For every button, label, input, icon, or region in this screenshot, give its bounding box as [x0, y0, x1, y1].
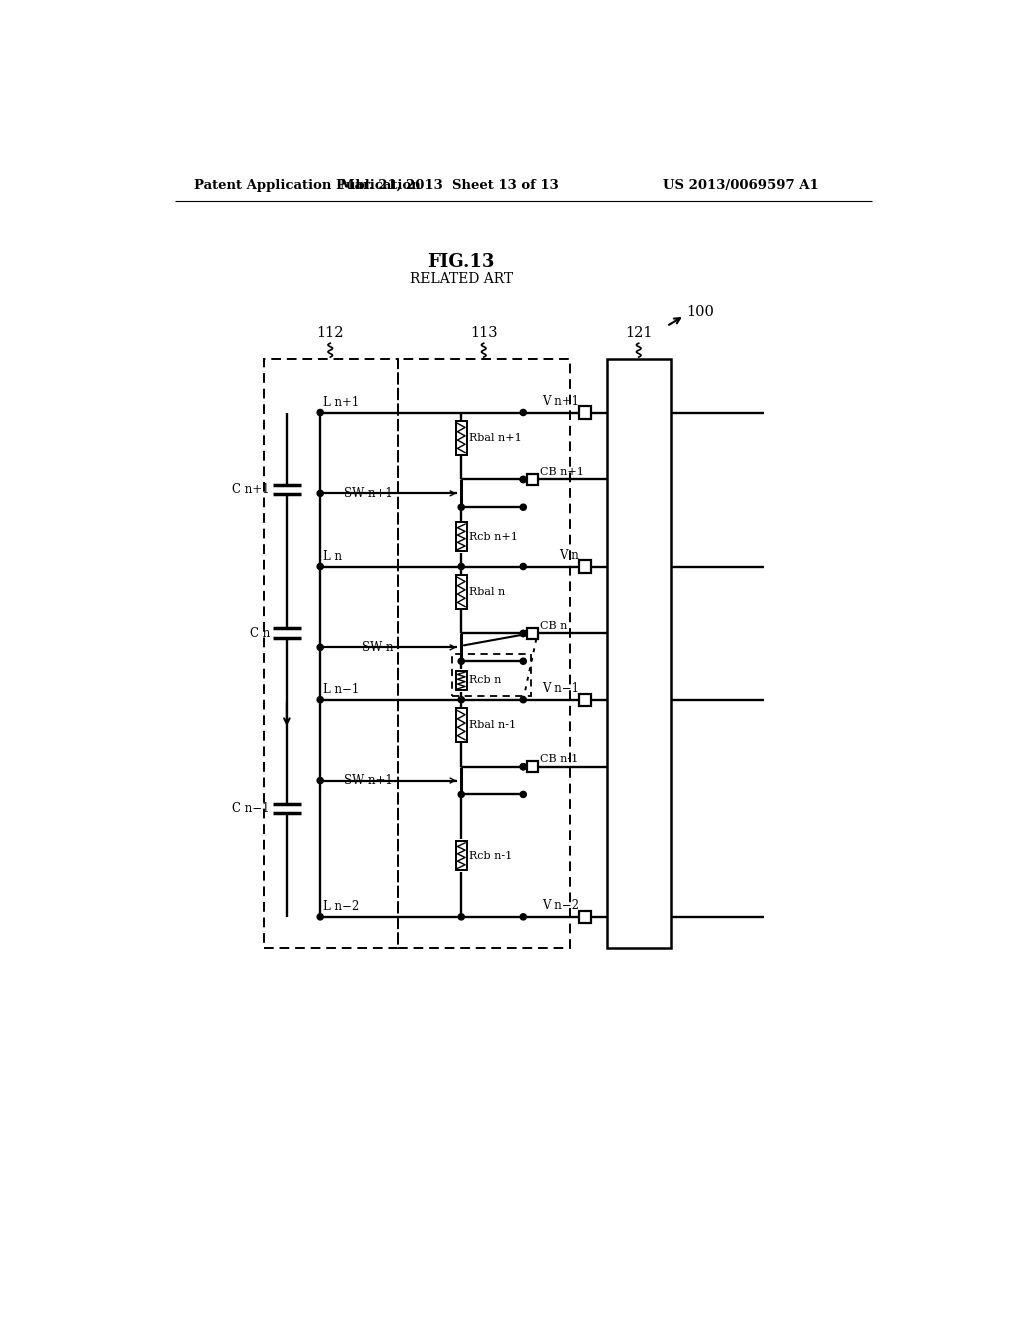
Text: V n−2: V n−2 — [542, 899, 579, 912]
Bar — [527, 474, 538, 484]
Circle shape — [520, 631, 526, 636]
Circle shape — [520, 409, 526, 416]
Bar — [456, 576, 467, 609]
Circle shape — [458, 504, 464, 511]
Bar — [456, 671, 467, 690]
Bar — [397, 359, 569, 948]
Circle shape — [520, 504, 526, 511]
Bar — [456, 523, 467, 552]
Bar — [579, 693, 592, 706]
Circle shape — [317, 409, 324, 416]
Text: Patent Application Publication: Patent Application Publication — [194, 178, 421, 191]
Circle shape — [317, 490, 324, 496]
Text: C n+1: C n+1 — [232, 483, 270, 496]
Text: Rbal n-1: Rbal n-1 — [469, 721, 516, 730]
Text: 113: 113 — [470, 326, 498, 341]
Text: L n: L n — [324, 549, 342, 562]
Circle shape — [317, 644, 324, 651]
Bar — [527, 762, 538, 772]
Text: SW n+1: SW n+1 — [344, 774, 393, 787]
Circle shape — [520, 564, 526, 570]
Text: 121: 121 — [625, 326, 652, 341]
Text: Rbal n+1: Rbal n+1 — [469, 433, 522, 444]
Text: CB n: CB n — [541, 622, 567, 631]
Text: CB n+1: CB n+1 — [541, 467, 584, 478]
Circle shape — [520, 763, 526, 770]
Text: Rcb n-1: Rcb n-1 — [469, 850, 512, 861]
Bar — [456, 709, 467, 742]
Circle shape — [520, 631, 526, 636]
Circle shape — [520, 697, 526, 702]
Text: V n+1: V n+1 — [542, 395, 579, 408]
Circle shape — [458, 697, 464, 702]
Circle shape — [317, 777, 324, 784]
Text: Mar. 21, 2013  Sheet 13 of 13: Mar. 21, 2013 Sheet 13 of 13 — [340, 178, 559, 191]
Bar — [452, 653, 531, 696]
Text: FIG.13: FIG.13 — [428, 253, 495, 272]
Circle shape — [458, 564, 464, 570]
Text: 112: 112 — [316, 326, 344, 341]
Text: V n: V n — [559, 549, 579, 562]
Text: SW n+1: SW n+1 — [344, 487, 393, 500]
Text: SW n: SW n — [361, 640, 393, 653]
Text: Rcb n+1: Rcb n+1 — [469, 532, 518, 541]
Circle shape — [317, 697, 324, 702]
Text: V n−1: V n−1 — [542, 682, 579, 696]
Text: L n−1: L n−1 — [324, 682, 359, 696]
Text: C n−1: C n−1 — [232, 801, 270, 814]
Circle shape — [520, 913, 526, 920]
Circle shape — [520, 477, 526, 483]
Text: CB n-1: CB n-1 — [541, 755, 579, 764]
Bar — [607, 359, 671, 948]
Circle shape — [520, 659, 526, 664]
Bar — [527, 628, 538, 639]
Bar — [579, 911, 592, 923]
Text: C n: C n — [250, 627, 270, 640]
Bar — [579, 560, 592, 573]
Circle shape — [520, 763, 526, 770]
Circle shape — [458, 913, 464, 920]
Text: RELATED ART: RELATED ART — [410, 272, 513, 286]
Text: 100: 100 — [686, 305, 714, 319]
Text: US 2013/0069597 A1: US 2013/0069597 A1 — [663, 178, 818, 191]
Circle shape — [458, 792, 464, 797]
Bar — [456, 421, 467, 454]
Circle shape — [520, 792, 526, 797]
Text: Rbal n: Rbal n — [469, 587, 505, 597]
Circle shape — [458, 659, 464, 664]
Bar — [456, 841, 467, 870]
Text: Rcb n: Rcb n — [469, 676, 502, 685]
Bar — [579, 407, 592, 418]
Text: L n−2: L n−2 — [324, 900, 359, 913]
Text: L n+1: L n+1 — [324, 396, 359, 409]
Circle shape — [317, 913, 324, 920]
Circle shape — [317, 564, 324, 570]
Circle shape — [520, 477, 526, 483]
Bar — [263, 359, 397, 948]
